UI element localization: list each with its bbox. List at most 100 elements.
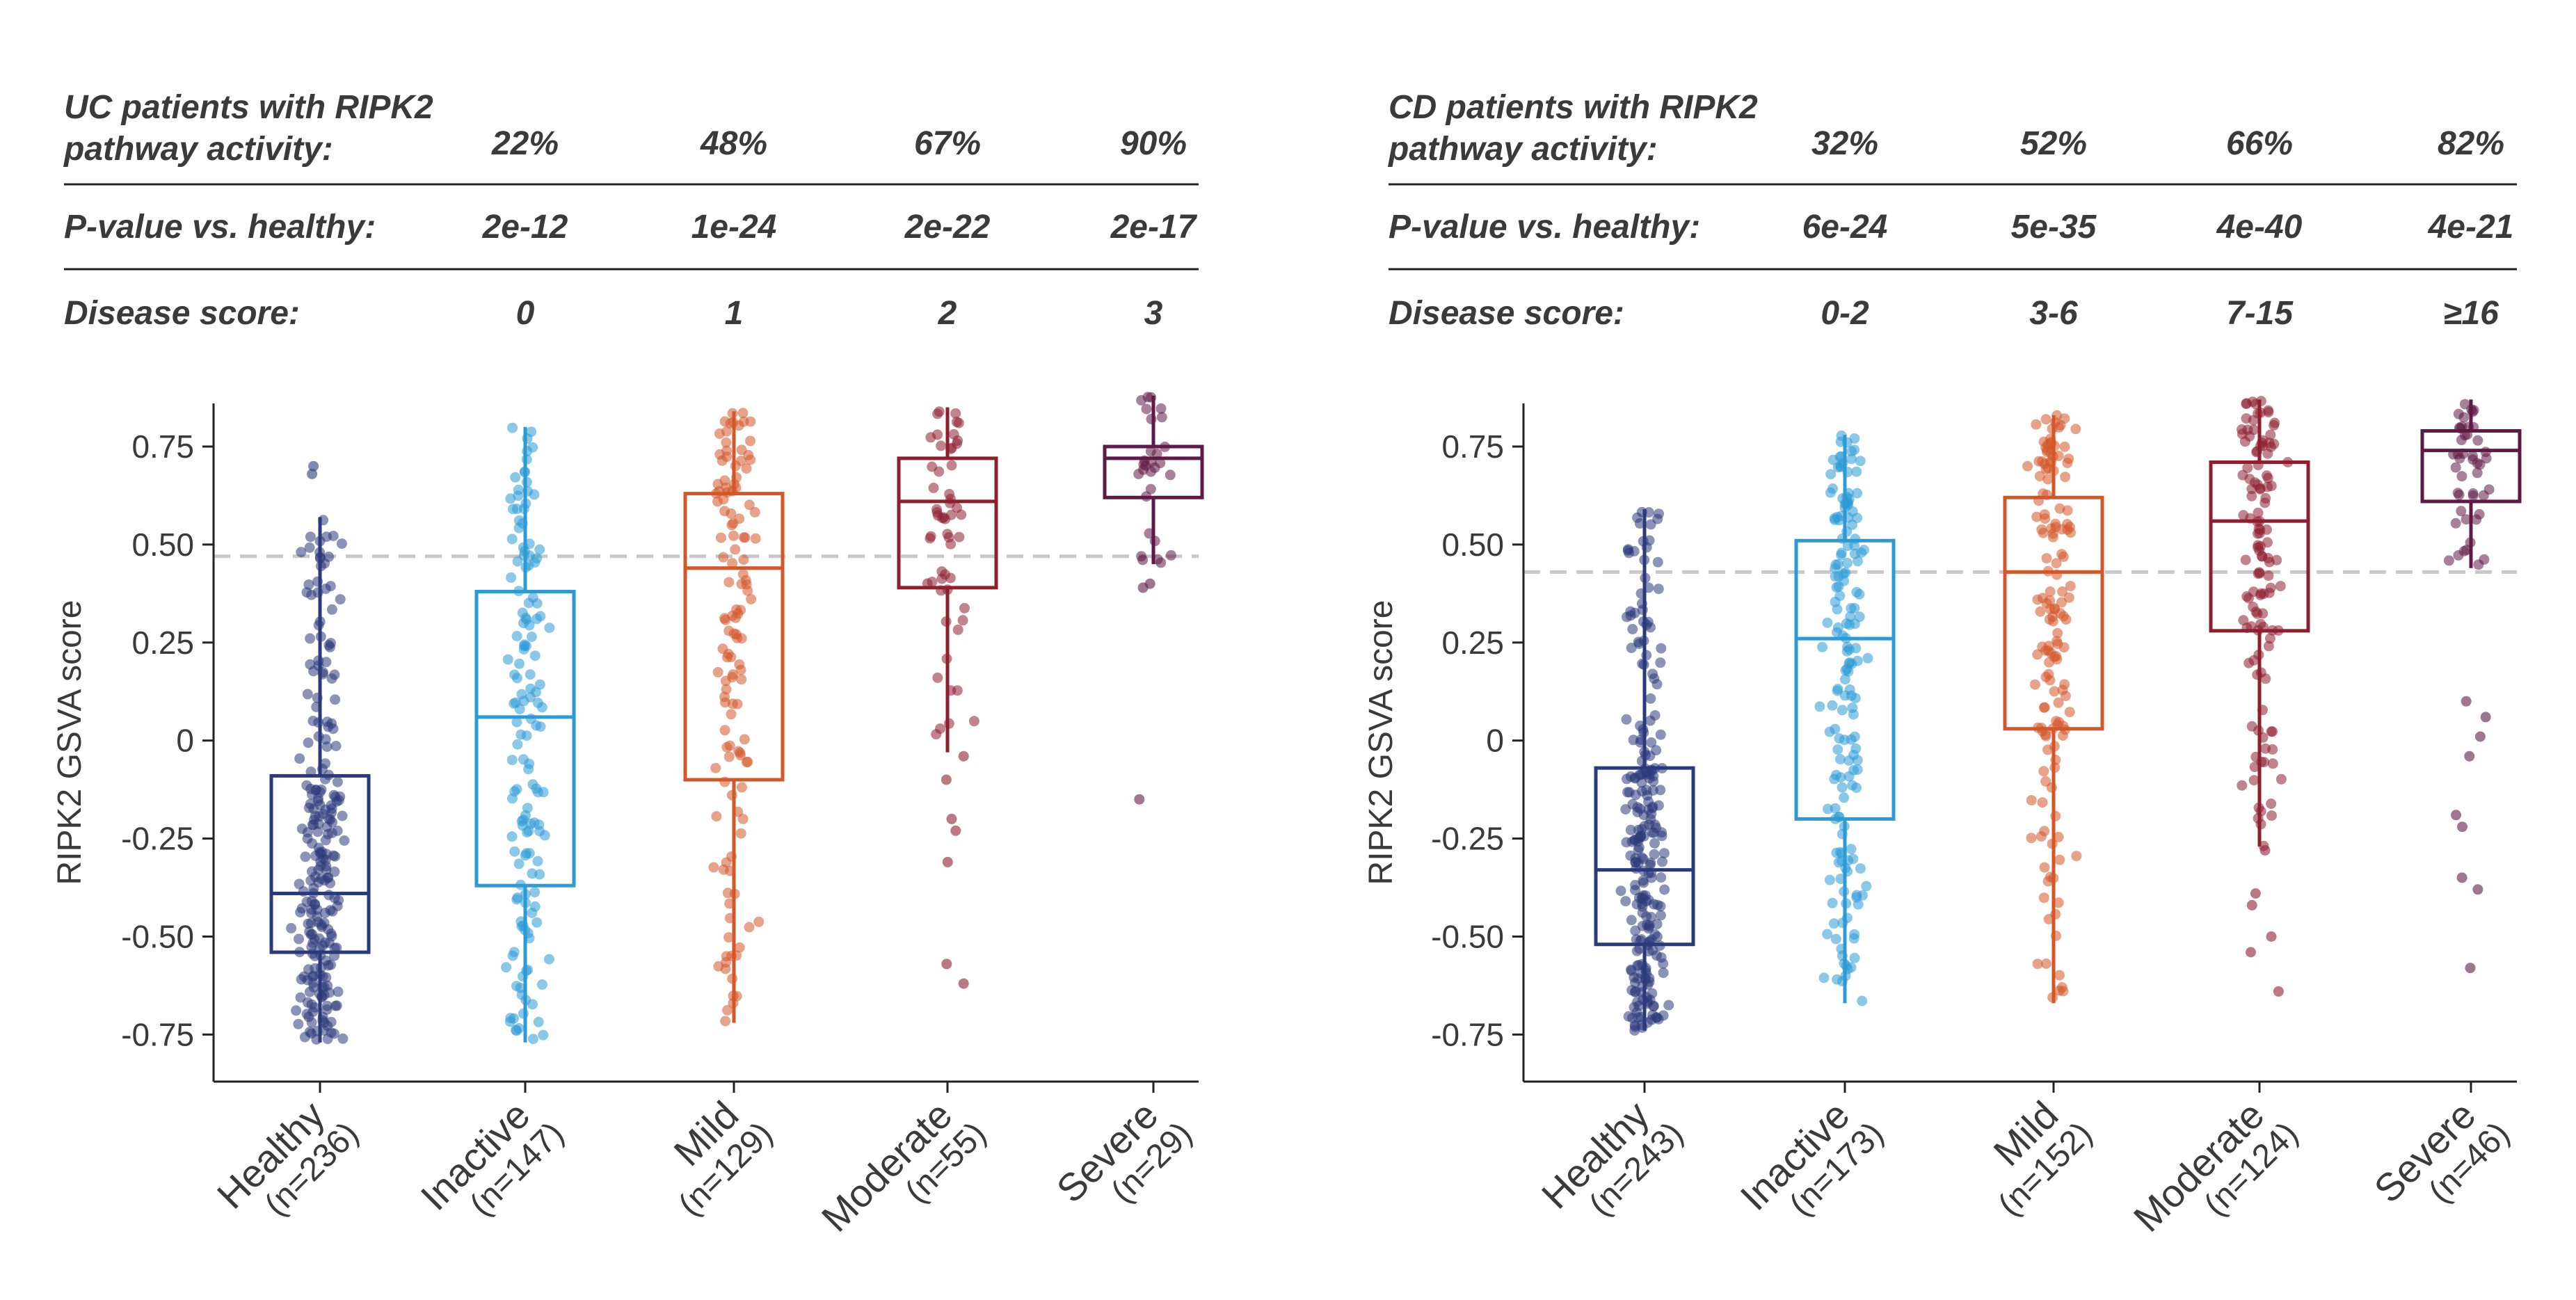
cd-point: [1823, 803, 1833, 814]
cd-point: [2059, 679, 2070, 690]
cd-point: [2047, 531, 2058, 543]
uc-ytick-label: -0.25: [121, 821, 194, 857]
uc-point: [943, 718, 954, 729]
cd-point: [2237, 780, 2248, 791]
uc-point: [513, 586, 525, 597]
uc-point: [734, 942, 745, 953]
uc-point: [521, 476, 532, 488]
cd-point: [2040, 414, 2051, 425]
cd-boxplot: 0.75 0.50 0.25 0 -0.25 -0.50 -0.75 RIPK2 GSVA s…: [1363, 396, 2522, 1240]
uc-pvalue-3: 2e-17: [1110, 209, 1198, 246]
cd-point: [1623, 1011, 1634, 1022]
cd-point: [2240, 554, 2251, 565]
uc-point: [536, 979, 547, 990]
cd-point: [2056, 982, 2067, 993]
uc-point: [721, 445, 732, 456]
uc-point: [506, 831, 518, 842]
cd-point: [2262, 472, 2273, 483]
uc-activity-3: 90%: [1120, 125, 1187, 162]
uc-point: [318, 515, 329, 526]
cd-point: [1656, 763, 1667, 773]
uc-point: [300, 851, 311, 862]
cd-y-axis-label: RIPK2 GSVA score: [1363, 600, 1400, 885]
uc-point: [319, 908, 330, 918]
uc-point: [532, 856, 543, 867]
uc-point: [294, 933, 304, 945]
cd-point: [1830, 814, 1841, 824]
uc-point: [512, 892, 523, 903]
cd-point: [1643, 946, 1654, 957]
uc-ytick-label: -0.75: [121, 1016, 194, 1052]
cd-score-3: ≥16: [2443, 295, 2499, 332]
cd-point: [2256, 438, 2267, 449]
cd-point: [2047, 424, 2058, 434]
uc-point: [326, 800, 337, 811]
uc-point: [502, 654, 513, 665]
cd-point: [2058, 551, 2069, 562]
uc-point: [1138, 464, 1149, 475]
cd-point: [1831, 581, 1842, 593]
uc-point: [739, 734, 750, 745]
uc-point: [507, 504, 518, 515]
uc-point: [518, 550, 529, 561]
uc-point: [314, 846, 325, 858]
uc-point: [532, 697, 543, 708]
uc-point: [719, 776, 730, 787]
cd-point: [2050, 522, 2061, 533]
cd-point: [1854, 588, 1865, 600]
uc-ytick-label: 0: [176, 723, 194, 759]
cd-point: [1843, 494, 1855, 504]
cd-point: [1837, 950, 1848, 961]
uc-point: [307, 838, 318, 849]
uc-point: [943, 532, 954, 543]
uc-point: [936, 440, 947, 451]
uc-point: [749, 506, 760, 517]
uc-point: [515, 729, 527, 740]
cd-point: [2037, 593, 2048, 604]
cd-point: [1651, 919, 1663, 930]
cd-point: [1850, 533, 1861, 545]
cd-group-healthy: [1594, 506, 1695, 1036]
uc-point: [329, 866, 340, 877]
cd-point: [1842, 540, 1853, 552]
uc-point: [527, 779, 538, 790]
cd-point: [1625, 771, 1636, 782]
cd-point: [1855, 863, 1866, 874]
cd-points: [1615, 506, 1674, 1036]
cd-point: [1638, 877, 1649, 888]
cd-point: [2483, 484, 2495, 495]
uc-point: [529, 887, 541, 898]
cd-point: [2472, 458, 2483, 469]
uc-point: [544, 623, 555, 634]
cd-point: [1859, 545, 1869, 556]
uc-point: [520, 897, 531, 908]
uc-outlier: [1134, 794, 1145, 805]
uc-point: [312, 576, 323, 587]
uc-point: [1165, 549, 1176, 561]
cd-point: [1626, 643, 1637, 653]
uc-point: [736, 782, 747, 793]
uc-point: [741, 757, 752, 768]
uc-point: [326, 1016, 337, 1027]
cd-point: [1835, 874, 1846, 884]
uc-point: [718, 552, 729, 563]
cd-point: [2050, 810, 2061, 821]
cd-point: [2036, 524, 2047, 535]
cd-point: [1842, 866, 1853, 877]
cd-point: [2029, 679, 2040, 690]
cd-point: [1640, 963, 1651, 974]
cd-point: [1656, 872, 1667, 883]
uc-point: [525, 669, 536, 680]
cd-point: [2040, 513, 2051, 524]
uc-point: [728, 530, 739, 541]
uc-point: [520, 850, 531, 861]
uc-point: [720, 1016, 731, 1027]
uc-point: [504, 1016, 515, 1027]
cd-point: [2057, 586, 2068, 597]
cd-point: [2026, 833, 2037, 844]
cd-ytick-label: -0.50: [1431, 918, 1504, 954]
uc-ytick-label: 0.25: [131, 625, 194, 661]
cd-point: [2241, 591, 2253, 602]
cd-point: [1624, 547, 1635, 559]
cd-point: [1659, 884, 1670, 895]
